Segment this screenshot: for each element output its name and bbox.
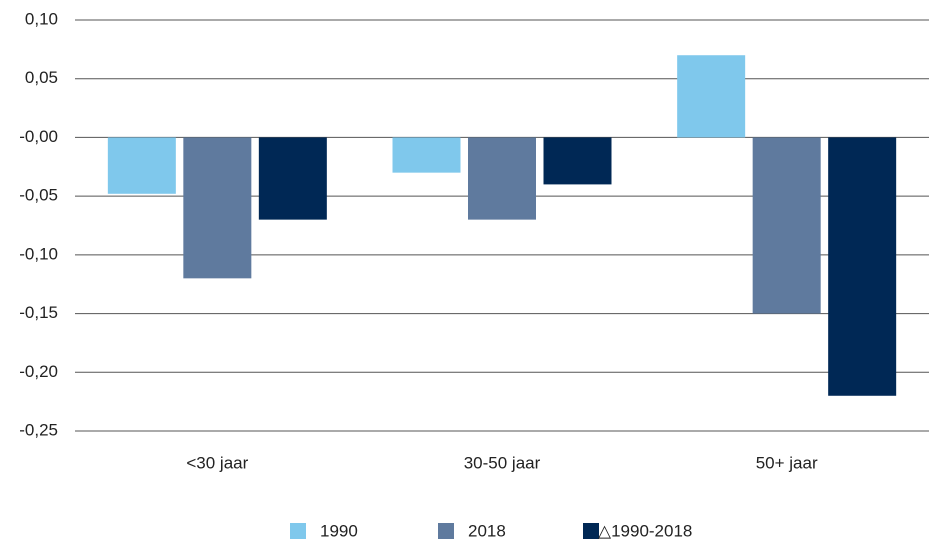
legend-swatch	[290, 523, 306, 539]
y-tick-label: -0,20	[19, 362, 58, 381]
bar	[828, 137, 897, 396]
x-tick-label: 50+ jaar	[756, 453, 818, 472]
x-tick-label: 30-50 jaar	[464, 453, 541, 472]
y-tick-label: -0,05	[19, 186, 58, 205]
y-tick-label: -0,10	[19, 244, 58, 263]
legend-label: 2018	[468, 521, 506, 540]
y-tick-label: 0,10	[25, 9, 58, 28]
bar	[677, 55, 746, 138]
bar	[752, 137, 821, 314]
y-tick-label: 0,05	[25, 68, 58, 87]
bar	[258, 137, 327, 220]
x-tick-label: <30 jaar	[186, 453, 248, 472]
legend-label: 1990	[320, 521, 358, 540]
legend-swatch	[583, 523, 599, 539]
bar	[183, 137, 252, 279]
bar	[107, 137, 176, 194]
bar	[468, 137, 536, 220]
y-tick-label: -0,15	[19, 303, 58, 322]
legend-swatch	[438, 523, 454, 539]
legend-label: △1990-2018	[598, 521, 692, 540]
y-tick-label: -0,25	[19, 420, 58, 439]
bar	[543, 137, 612, 185]
bar	[392, 137, 461, 173]
y-tick-label: -0,00	[19, 127, 58, 146]
